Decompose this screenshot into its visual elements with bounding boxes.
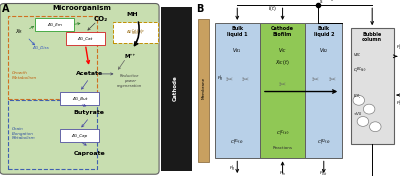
Bar: [198, 19, 210, 162]
Circle shape: [363, 104, 375, 114]
Text: ΔG_Cap: ΔG_Cap: [72, 134, 88, 137]
Text: $\Delta E^{Cathode}_{MH/M+}$: $\Delta E^{Cathode}_{MH/M+}$: [126, 27, 145, 38]
FancyBboxPatch shape: [0, 4, 159, 174]
Text: $C_i^{B2}(t)$: $C_i^{B2}(t)$: [317, 137, 331, 148]
Text: $I_{CO_2}$: $I_{CO_2}$: [353, 93, 361, 101]
Text: Acetate: Acetate: [76, 71, 103, 76]
Text: ΔG_Em: ΔG_Em: [47, 23, 62, 27]
Bar: [260, 23, 305, 158]
Text: $F_R^L$: $F_R^L$: [229, 164, 235, 174]
Text: Reductive
power
regeneration: Reductive power regeneration: [117, 74, 143, 87]
Bar: [350, 28, 394, 144]
Circle shape: [357, 117, 369, 126]
Text: ΔG_But: ΔG_But: [72, 97, 87, 100]
Text: $C_i^{B1}(t)$: $C_i^{B1}(t)$: [230, 137, 244, 148]
Text: $C_i^{BC}(t)$: $C_i^{BC}(t)$: [353, 65, 366, 76]
Text: $F_{out}^G$: $F_{out}^G$: [396, 42, 400, 53]
FancyBboxPatch shape: [35, 18, 74, 31]
Text: Butyrate: Butyrate: [74, 110, 105, 115]
Text: $C_i^{fC}(t)$: $C_i^{fC}(t)$: [276, 128, 289, 139]
Text: Cathode: Cathode: [173, 75, 178, 101]
Text: Bulk
liquid 1: Bulk liquid 1: [227, 26, 248, 37]
Text: M⁺⁺: M⁺⁺: [124, 54, 136, 59]
Text: MH: MH: [126, 12, 138, 17]
Text: $F_{in}^G$: $F_{in}^G$: [396, 99, 400, 109]
Text: s: s: [320, 0, 322, 4]
Text: $X_{fC}(t)$: $X_{fC}(t)$: [275, 58, 290, 67]
Text: ΔG_Cat: ΔG_Cat: [78, 37, 93, 41]
Text: Cathode
Biofilm: Cathode Biofilm: [271, 26, 294, 37]
FancyBboxPatch shape: [60, 129, 99, 142]
Bar: [305, 23, 342, 158]
Text: Caproate: Caproate: [73, 151, 105, 156]
Text: $V_{B2}$: $V_{B2}$: [319, 46, 328, 55]
Text: ✂: ✂: [279, 80, 286, 89]
Text: $I(t)$: $I(t)$: [268, 4, 277, 13]
Text: ✂: ✂: [242, 75, 249, 84]
Text: Membrane: Membrane: [201, 77, 205, 99]
Circle shape: [370, 122, 381, 132]
Text: $V_{B1}$: $V_{B1}$: [232, 46, 242, 55]
Text: Chain
Elongation
Metabolism: Chain Elongation Metabolism: [12, 127, 35, 140]
Text: A: A: [2, 4, 10, 14]
Bar: [161, 7, 192, 171]
FancyBboxPatch shape: [114, 22, 158, 43]
Text: Bulk
liquid 2: Bulk liquid 2: [314, 26, 334, 37]
Text: ✂: ✂: [312, 75, 319, 84]
Text: ✂: ✂: [328, 75, 336, 84]
FancyBboxPatch shape: [66, 32, 105, 45]
Text: $X_R$: $X_R$: [15, 27, 24, 36]
Text: $\circ V_G$: $\circ V_G$: [353, 111, 362, 118]
Text: Growth
Metabolism: Growth Metabolism: [12, 71, 37, 80]
FancyBboxPatch shape: [60, 92, 99, 105]
Text: Microorganism: Microorganism: [52, 5, 111, 11]
Text: ΔG_Diss: ΔG_Diss: [32, 46, 49, 49]
Text: ✂: ✂: [226, 75, 232, 84]
Text: Bubble
column: Bubble column: [362, 32, 382, 42]
Text: $F_{out}^L$: $F_{out}^L$: [319, 169, 328, 176]
Text: $F_R^L$: $F_R^L$: [217, 74, 223, 84]
Text: B: B: [196, 4, 204, 14]
Text: Reactions: Reactions: [272, 146, 292, 150]
Text: $F_{in}^L$: $F_{in}^L$: [279, 169, 286, 176]
Text: $F_R^L$: $F_R^L$: [328, 0, 335, 4]
Text: CO₂: CO₂: [94, 16, 108, 22]
Text: $V_{fC}$: $V_{fC}$: [278, 46, 287, 55]
Text: $V_{BC}$: $V_{BC}$: [353, 51, 362, 59]
Bar: [214, 23, 260, 158]
Circle shape: [353, 95, 364, 105]
